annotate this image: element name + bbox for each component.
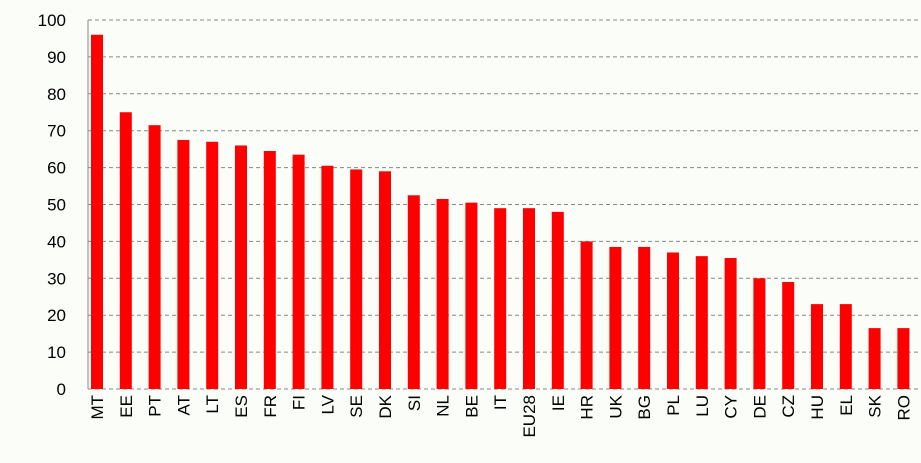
x-tick-label: EL: [837, 395, 856, 416]
x-tick-label: EE: [117, 395, 136, 418]
bar: [436, 198, 449, 389]
y-tick-label: 100: [38, 11, 66, 30]
x-tick-label: HU: [808, 395, 827, 420]
x-tick-label: FR: [261, 395, 280, 418]
x-tick-label: UK: [606, 394, 625, 418]
x-tick-label: NL: [434, 395, 453, 417]
bar: [235, 145, 247, 389]
x-tick-label: PL: [664, 395, 683, 416]
x-tick-label: IT: [491, 395, 510, 410]
bar: [263, 150, 276, 389]
x-tick-label: PT: [146, 395, 165, 417]
x-tick-label: CZ: [779, 395, 798, 418]
bar: [350, 169, 363, 389]
y-tick-label: 50: [47, 196, 66, 215]
x-tick-label: BG: [635, 395, 654, 420]
bar: [292, 154, 305, 389]
x-tick-label: BE: [462, 395, 481, 418]
bar: [753, 278, 766, 389]
x-tick-label: HR: [578, 395, 597, 420]
bar: [580, 241, 593, 389]
bar: [897, 328, 910, 389]
bar: [206, 141, 219, 389]
x-tick-label: FI: [290, 395, 309, 410]
y-tick-label: 0: [57, 380, 66, 399]
bar: [91, 34, 103, 389]
bar: [609, 246, 622, 389]
bar: [465, 202, 478, 389]
bar: [811, 304, 823, 389]
x-tick-label: MT: [88, 395, 107, 420]
bar: [782, 281, 795, 389]
x-tick-label: LU: [693, 395, 712, 417]
bar: [695, 256, 708, 389]
y-tick-label: 30: [47, 269, 66, 288]
x-tick-label: DE: [750, 395, 769, 419]
x-tick-label: CY: [722, 395, 741, 419]
y-tick-label: 80: [47, 85, 66, 104]
bar: [407, 195, 420, 389]
bar: [551, 211, 564, 389]
bar: [379, 171, 391, 389]
x-tick-label: RO: [894, 395, 913, 421]
x-tick-label: LT: [203, 395, 222, 414]
y-tick-label: 70: [47, 122, 66, 141]
x-tick-label: LV: [318, 394, 337, 414]
x-tick-label: SE: [347, 395, 366, 418]
y-tick-label: 20: [47, 306, 66, 325]
bar: [523, 208, 535, 389]
x-tick-label: DK: [376, 394, 395, 418]
bar: [839, 304, 852, 389]
bar: [667, 252, 679, 389]
bar: [148, 125, 161, 389]
bar: [494, 208, 507, 389]
bar: [321, 165, 334, 389]
x-tick-label: AT: [174, 395, 193, 415]
bar: [119, 112, 132, 389]
y-tick-label: 40: [47, 232, 66, 251]
bar: [638, 246, 651, 389]
x-tick-label: SI: [405, 395, 424, 411]
x-tick-label: SK: [866, 394, 885, 417]
bar: [868, 328, 881, 389]
x-tick-label: IE: [549, 395, 568, 411]
x-tick-label: ES: [232, 395, 251, 418]
y-tick-label: 10: [47, 343, 66, 362]
bar: [177, 139, 190, 389]
y-tick-label: 90: [47, 48, 66, 67]
y-tick-label: 60: [47, 159, 66, 178]
bar: [724, 258, 737, 389]
x-tick-label: EU28: [520, 395, 539, 438]
